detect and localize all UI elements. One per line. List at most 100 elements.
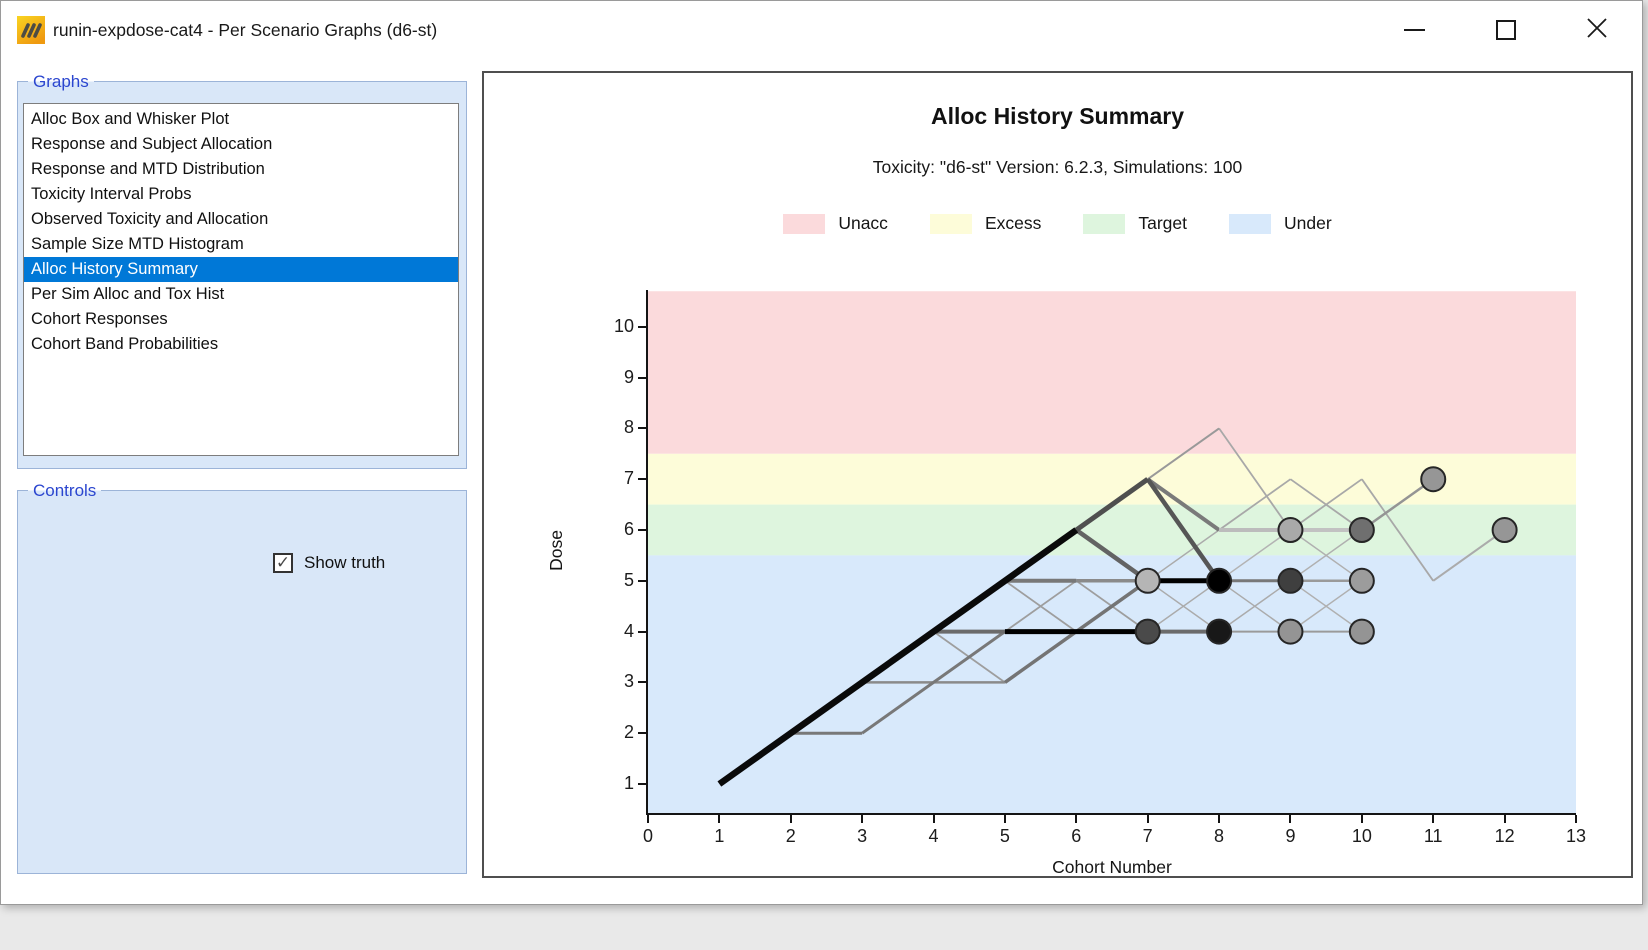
y-tick-label: 2 <box>623 722 634 743</box>
y-tick <box>638 579 646 582</box>
dose-band-target <box>648 504 1576 556</box>
y-tick-label: 10 <box>613 315 634 336</box>
graphs-list-item[interactable]: Response and Subject Allocation <box>31 135 273 153</box>
x-axis-title: Cohort Number <box>1052 857 1172 877</box>
trajectory-segment <box>1003 630 1078 684</box>
graphs-list-item[interactable]: Alloc History Summary <box>24 257 458 282</box>
x-tick <box>1503 815 1506 823</box>
trajectory-segment <box>1290 529 1363 582</box>
graphs-list-item[interactable]: Sample Size MTD Histogram <box>31 235 244 253</box>
trajectory-segment <box>1075 528 1149 583</box>
graphs-list-item[interactable]: Per Sim Alloc and Tox Hist <box>31 285 225 303</box>
x-tick <box>1575 815 1577 823</box>
trajectory-segment <box>1361 478 1434 532</box>
allocation-marker <box>1134 567 1161 594</box>
window-title: runin-expdose-cat4 - Per Scenario Graphs… <box>53 20 438 40</box>
show-truth-row: ✓ Show truth <box>273 553 385 573</box>
legend-item: Target <box>1083 213 1187 234</box>
graphs-list-item[interactable]: Response and MTD Distribution <box>31 160 265 178</box>
trajectory-segment <box>1147 427 1220 481</box>
x-tick <box>861 815 864 823</box>
minimize-icon <box>1404 29 1425 31</box>
trajectory-segment <box>1361 478 1434 582</box>
controls-groupbox-label: Controls <box>28 481 102 500</box>
x-tick-label: 6 <box>1071 826 1082 846</box>
y-tick-label: 7 <box>623 468 634 489</box>
maximize-icon <box>1495 20 1516 40</box>
graphs-list-item[interactable]: Alloc Box and Whisker Plot <box>31 110 230 128</box>
x-tick <box>1075 815 1078 823</box>
x-tick-label: 13 <box>1565 826 1587 846</box>
y-tick-label: 8 <box>623 417 634 438</box>
chart-panel: Alloc History Summary Toxicity: "d6-st" … <box>482 71 1633 878</box>
allocation-marker <box>1277 517 1304 543</box>
trajectory-segment <box>1147 580 1220 633</box>
y-tick-label: 1 <box>623 773 634 793</box>
graphs-list-item[interactable]: Toxicity Interval Probs <box>31 185 192 203</box>
trajectory-segment <box>1218 529 1291 582</box>
y-tick-label: 5 <box>623 569 634 590</box>
title-bar: runin-expdose-cat4 - Per Scenario Graphs… <box>1 1 1642 59</box>
y-tick-label: 3 <box>623 671 634 692</box>
close-button[interactable] <box>1551 1 1642 59</box>
legend-label: Under <box>1283 213 1332 233</box>
x-tick <box>1146 815 1149 823</box>
y-tick <box>638 732 646 735</box>
y-axis-title: Dose <box>545 529 566 571</box>
checkmark-icon: ✓ <box>275 552 291 572</box>
x-tick <box>718 815 721 823</box>
x-tick <box>932 815 935 823</box>
x-tick-label: 3 <box>857 826 868 846</box>
legend-swatch <box>1228 213 1271 234</box>
graphs-list-item[interactable]: Cohort Band Probabilities <box>31 335 219 353</box>
legend-swatch <box>929 213 972 234</box>
y-tick-label: 6 <box>623 519 634 539</box>
x-tick-label: 8 <box>1214 826 1225 846</box>
legend-label: Excess <box>984 213 1042 233</box>
trajectory-segment <box>932 630 1006 684</box>
chart-title: Alloc History Summary <box>930 103 1185 129</box>
x-tick-label: 12 <box>1494 826 1515 846</box>
graphs-list-item[interactable]: Observed Toxicity and Allocation <box>31 210 269 228</box>
allocation-marker <box>1491 517 1518 543</box>
legend-label: Target <box>1138 213 1187 233</box>
legend-label: Unacc <box>838 213 888 233</box>
close-icon <box>1585 16 1609 45</box>
x-tick-label: 5 <box>999 826 1010 846</box>
trajectory-plot-svg <box>648 291 1576 813</box>
allocation-marker <box>1277 618 1304 645</box>
show-truth-checkbox[interactable]: ✓ <box>273 553 293 573</box>
trajectory-segment <box>1074 477 1150 533</box>
y-tick <box>638 529 646 531</box>
trajectory-segment <box>1290 580 1363 633</box>
chart-subtitle: Toxicity: "d6-st" Version: 6.2.3, Simula… <box>872 157 1243 177</box>
graphs-list-item[interactable]: Cohort Responses <box>31 310 168 328</box>
legend-swatch <box>783 213 826 234</box>
maximize-button[interactable] <box>1460 1 1551 59</box>
graphs-listbox[interactable]: Alloc Box and Whisker Plot Response and S… <box>23 103 459 456</box>
minimize-button[interactable] <box>1369 1 1460 59</box>
trajectory-segment <box>1218 427 1292 531</box>
allocation-marker <box>1134 618 1161 645</box>
allocation-marker <box>1206 567 1233 594</box>
graphs-groupbox-label: Graphs <box>28 72 94 91</box>
x-tick <box>1003 815 1006 823</box>
x-tick-label: 0 <box>642 826 653 846</box>
x-tick <box>1432 815 1435 823</box>
legend-item: Under <box>1228 213 1332 234</box>
x-tick-label: 4 <box>928 826 939 846</box>
y-tick <box>638 681 646 684</box>
allocation-marker <box>1348 567 1375 594</box>
trajectory-segment <box>1432 529 1506 582</box>
x-tick-label: 7 <box>1142 826 1153 846</box>
dose-band-unacc <box>648 291 1576 454</box>
x-tick <box>647 815 649 823</box>
dose-band-under <box>648 555 1576 813</box>
legend-swatch <box>1083 213 1126 234</box>
y-tick <box>638 376 646 379</box>
x-tick <box>1360 815 1363 823</box>
x-tick <box>1218 815 1221 823</box>
y-tick <box>638 478 646 481</box>
allocation-marker <box>1420 466 1447 493</box>
window-controls <box>1369 1 1642 59</box>
